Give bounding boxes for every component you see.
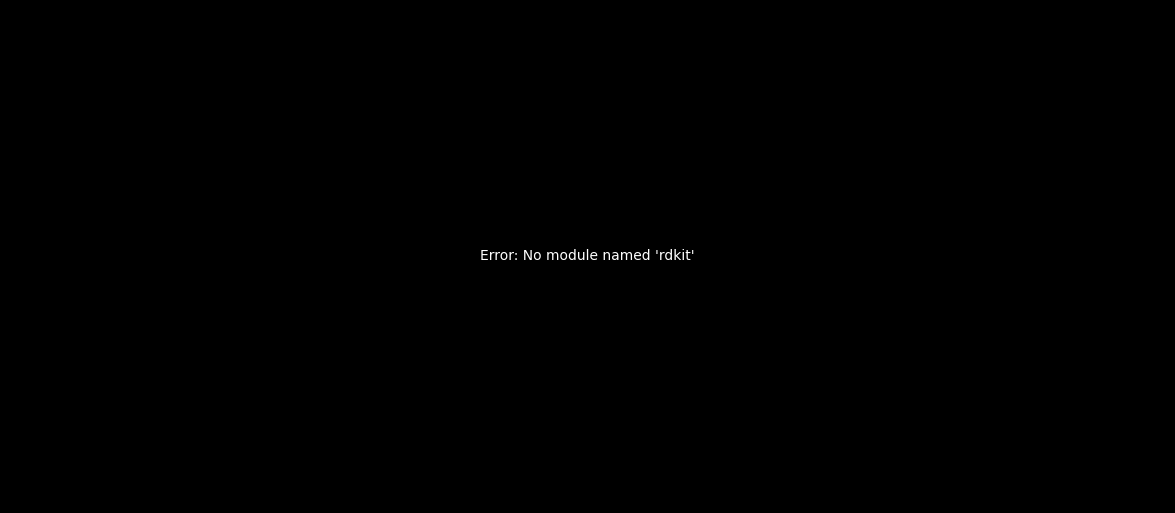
Text: Error: No module named 'rdkit': Error: No module named 'rdkit' [481,249,694,264]
